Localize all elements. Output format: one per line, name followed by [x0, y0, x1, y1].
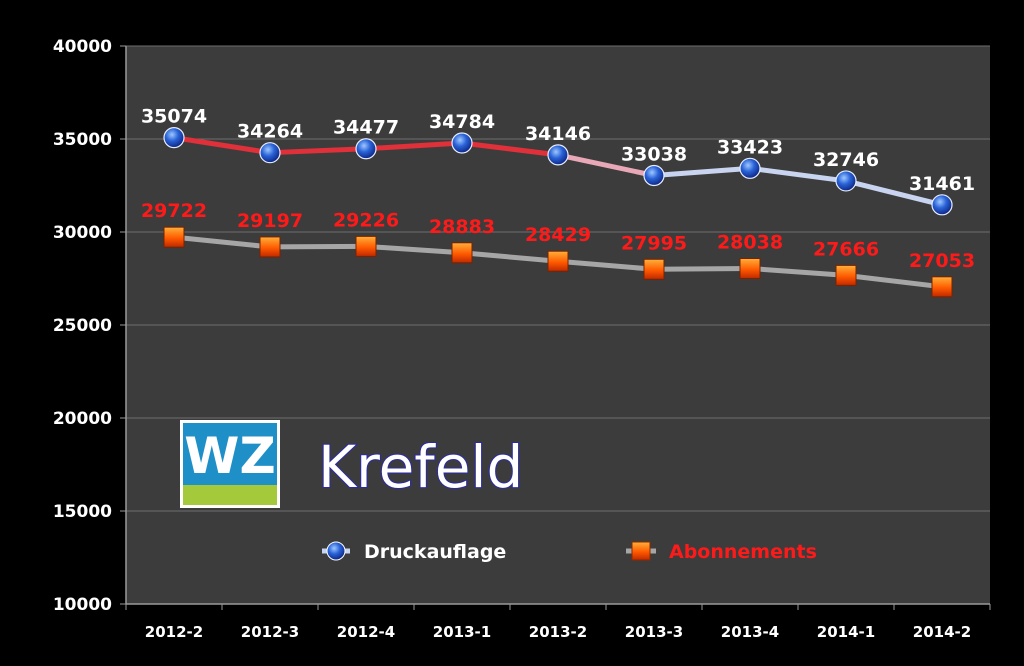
druckauflage-data-label: 34146: [525, 123, 591, 145]
druckauflage-point: [163, 127, 185, 149]
y-tick-label: 25000: [53, 316, 112, 336]
druckauflage-data-label: 34477: [333, 117, 399, 139]
abonnements-data-label: 28883: [429, 216, 495, 238]
x-tick-label: 2013-3: [625, 623, 683, 641]
abonnements-line-segment: [651, 265, 753, 272]
x-tick-label: 2013-1: [433, 623, 491, 641]
druckauflage-point: [451, 132, 473, 154]
abonnements-point: [931, 276, 953, 298]
logo-blue-field: [183, 423, 277, 485]
x-axis-ticks: 2012-2 2012-3 2012-4 2013-1 2013-2 2013-3 2013…: [125, 604, 991, 641]
y-tick-label: 35000: [53, 130, 112, 150]
druckauflage-data-label: 34784: [429, 111, 495, 133]
druckauflage-data-label: 33423: [717, 136, 783, 158]
druckauflage-data-label: 34264: [237, 121, 303, 143]
druckauflage-point: [643, 164, 665, 187]
x-tick-label: 2012-4: [337, 623, 395, 641]
logo-text: WZ: [184, 427, 275, 485]
druckauflage-point: [931, 194, 953, 216]
abonnements-line-segment: [747, 265, 849, 278]
druckauflage-point: [355, 138, 377, 160]
x-tick-label: 2014-1: [817, 623, 875, 641]
y-axis-ticks: 10000 15000 20000 25000 30000 35000 40000: [53, 37, 126, 615]
abonnements-point: [163, 226, 185, 248]
druckauflage-line-segment: [267, 146, 369, 156]
abonnements-line-segment: [363, 243, 465, 256]
wz-logo: WZ: [180, 420, 280, 508]
abonnements-line-segment: [459, 250, 561, 264]
abonnements-point: [547, 250, 569, 272]
druckauflage-line-segment: [171, 135, 273, 156]
abonnements-data-label: 27995: [621, 232, 687, 254]
druckauflage-data-label: 31461: [909, 173, 975, 195]
abonnements-point: [643, 258, 665, 280]
druckauflage-line-segment: [363, 140, 465, 152]
y-tick-label: 40000: [53, 37, 112, 57]
x-tick-label: 2014-2: [913, 623, 971, 641]
series-markers: [163, 127, 953, 298]
druckauflage-data-label: 35074: [141, 106, 207, 128]
abonnements-data-label: 28429: [525, 224, 591, 246]
abonnements-point: [451, 242, 473, 264]
abonnements-data-label: 27053: [909, 250, 975, 272]
druckauflage-line-segment: [651, 165, 753, 178]
abonnements-data-label: 29197: [237, 210, 303, 232]
abonnements-line-segment: [267, 243, 369, 250]
city-name: Krefeld: [318, 433, 523, 501]
abonnements-data-label: 29722: [141, 200, 207, 222]
abonnements-data-label: 28038: [717, 231, 783, 253]
druckauflage-line-segment: [459, 140, 561, 158]
x-tick-label: 2013-4: [721, 623, 779, 641]
abonnements-line-segment: [555, 258, 657, 272]
druckauflage-data-label: 33038: [621, 143, 687, 165]
abonnements-line-segment: [843, 272, 945, 290]
druckauflage-line-segment: [747, 165, 849, 184]
legend-label-abonnements: Abonnements: [669, 541, 817, 563]
legend: Druckauflage Abonnements: [322, 541, 817, 563]
legend-marker-abonnements: [631, 541, 651, 561]
abonnements-point: [259, 236, 281, 258]
y-tick-label: 30000: [53, 223, 112, 243]
y-tick-label: 20000: [53, 409, 112, 429]
x-tick-label: 2013-2: [529, 623, 587, 641]
abonnements-data-label: 27666: [813, 238, 879, 260]
legend-label-druckauflage: Druckauflage: [364, 541, 506, 563]
druckauflage-point: [739, 157, 761, 179]
druckauflage-data-label: 32746: [813, 149, 879, 171]
logo-green-field: [183, 485, 277, 505]
druckauflage-line-segment: [843, 178, 945, 208]
abonnements-data-label: 29226: [333, 209, 399, 231]
abonnements-point: [835, 264, 857, 286]
y-tick-label: 10000: [53, 595, 112, 615]
x-tick-label: 2012-3: [241, 623, 299, 641]
data-labels: 35074 34264 34477 34784 34146 33038 33423 32746…: [141, 106, 975, 272]
druckauflage-point: [835, 170, 857, 192]
abonnements-line-segment: [171, 234, 273, 250]
legend-marker-druckauflage: [326, 541, 346, 561]
druckauflage-line-segment: [555, 152, 657, 178]
abonnements-point: [739, 257, 761, 279]
x-tick-label: 2012-2: [145, 623, 203, 641]
gridlines: [126, 45, 990, 512]
series-lines: [171, 135, 945, 290]
druckauflage-point: [259, 142, 281, 164]
y-tick-label: 15000: [53, 502, 112, 522]
druckauflage-point: [547, 144, 569, 166]
abonnements-point: [355, 235, 377, 257]
